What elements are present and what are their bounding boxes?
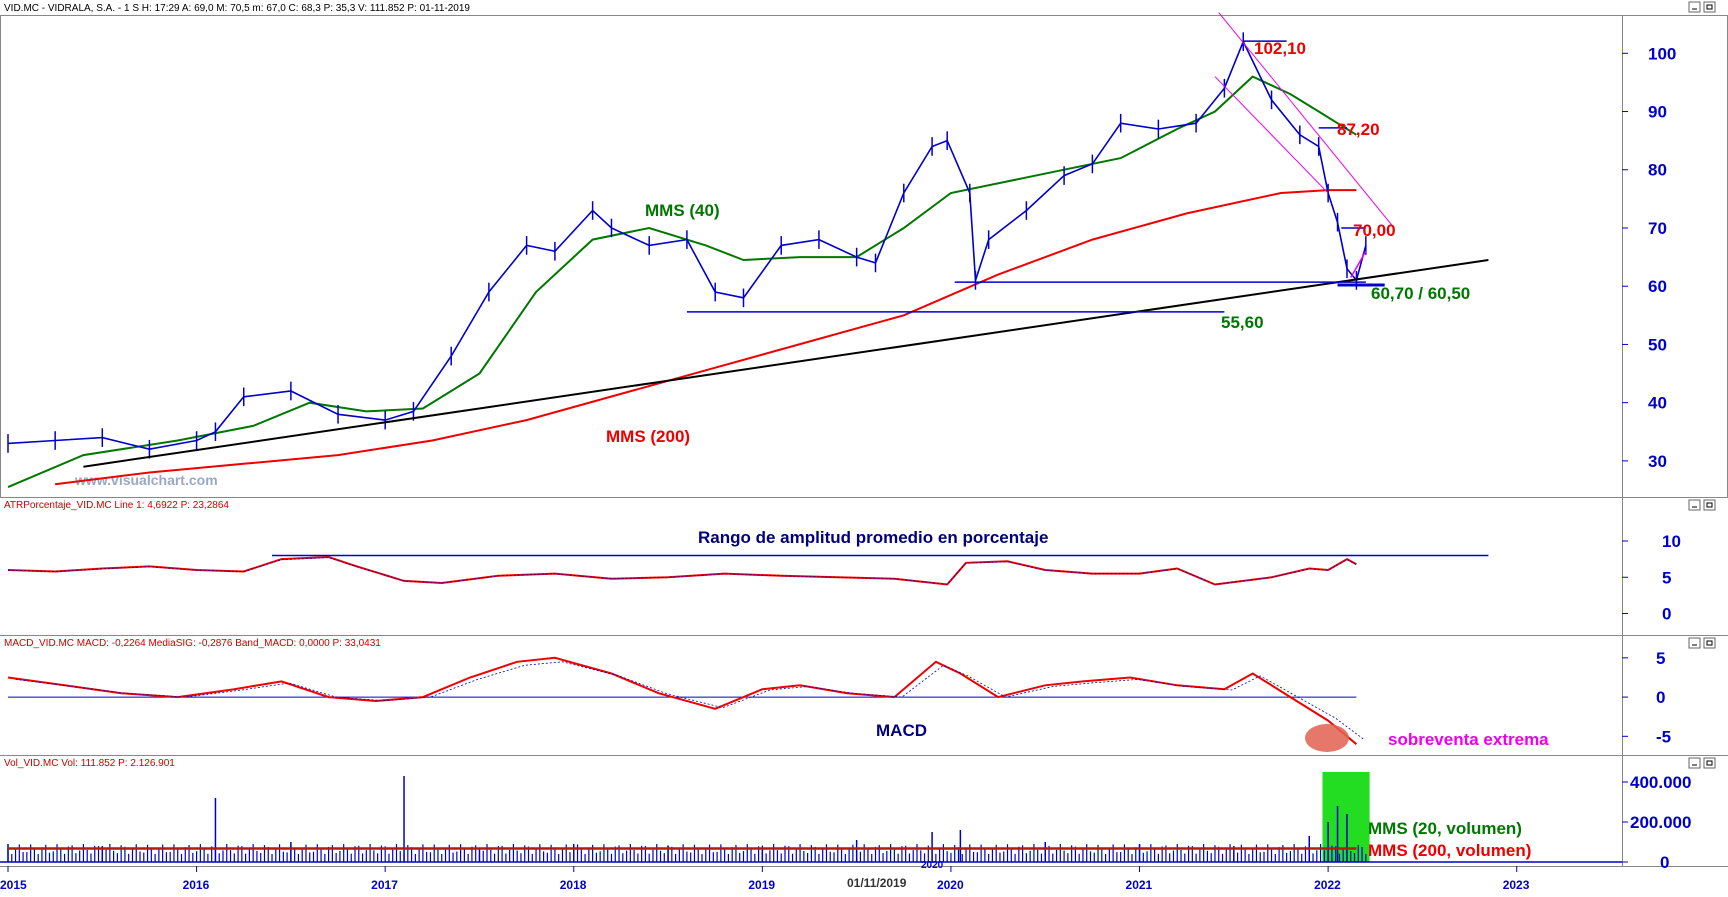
macd-axis-label: 5 xyxy=(1656,649,1665,668)
price-axis-label: 70 xyxy=(1648,219,1667,238)
trend-line xyxy=(83,259,1489,468)
label-70-00: 70,00 xyxy=(1353,221,1396,240)
label-vol-mms20: MMS (20, volumen) xyxy=(1368,819,1522,838)
price-axis-label: 40 xyxy=(1648,394,1667,413)
macd-panel-header: MACD_VID.MC MACD: -0,2264 MediaSIG: -0,2… xyxy=(4,638,381,649)
rebound-arrow xyxy=(1350,250,1367,278)
macd-line xyxy=(7,656,1358,745)
drawn-lines-layer xyxy=(83,12,1489,557)
price-panel-header: VID.MC - VIDRALA, S.A. - 1 S H: 17:29 A:… xyxy=(4,3,470,14)
atr-axis-label: 5 xyxy=(1662,568,1671,587)
series-layer xyxy=(7,32,1367,862)
volume-axis-label: 200.000 xyxy=(1630,813,1691,832)
x-axis-label: 2016 xyxy=(183,878,210,892)
x-axis-label: 2018 xyxy=(560,878,587,892)
vol-panel-controls[interactable] xyxy=(1688,757,1716,769)
label-oversold: sobreventa extrema xyxy=(1388,730,1549,749)
x-axis-label: 2022 xyxy=(1314,878,1341,892)
price-axis-label: 30 xyxy=(1648,452,1667,471)
label-102-10: 102,10 xyxy=(1254,39,1306,58)
price-axis-label: 80 xyxy=(1648,161,1667,180)
x-axis-label: 2019 xyxy=(748,878,775,892)
volume-axis-label: 400.000 xyxy=(1630,773,1691,792)
atr-panel-header: ATRPorcentaje_VID.MC Line 1: 4,6922 P: 2… xyxy=(4,500,229,511)
panel-frames xyxy=(0,15,1728,867)
macd-axis-label: -5 xyxy=(1656,727,1671,746)
x-axis-label: 2023 xyxy=(1503,878,1530,892)
label-mms-200: MMS (200) xyxy=(606,427,690,446)
volume-highlight xyxy=(1322,772,1370,862)
atr-axis-label: 10 xyxy=(1662,532,1681,551)
watermark: www.visualchart.com xyxy=(74,472,218,488)
atr-axis-label: 0 xyxy=(1662,605,1671,624)
macd-axis-label: 0 xyxy=(1656,688,1665,707)
channel-lower-line xyxy=(1214,76,1329,194)
label-mms-40: MMS (40) xyxy=(645,201,720,220)
price-axis-label: 90 xyxy=(1648,103,1667,122)
price-axis-label: 50 xyxy=(1648,335,1667,354)
ma200-line xyxy=(54,189,1357,486)
label-87-20: 87,20 xyxy=(1337,120,1380,139)
macd-panel-controls[interactable] xyxy=(1688,637,1716,649)
label-60-70: 60,70 / 60,50 xyxy=(1371,284,1470,303)
cursor-date: 01/11/2019 xyxy=(847,876,907,890)
axes-layer: 10090807060504030105050-5400.000200.0000… xyxy=(0,44,1691,892)
label-55-60: 55,60 xyxy=(1221,313,1264,332)
price-panel-controls[interactable] xyxy=(1688,1,1716,13)
volume-highlight-layer xyxy=(1322,772,1370,862)
price-axis-label: 60 xyxy=(1648,277,1667,296)
macd-signal-line xyxy=(15,661,1365,740)
ma40-line xyxy=(7,75,1357,489)
cursor-date-box xyxy=(845,876,925,890)
vol-panel-header: Vol_VID.MC Vol: 111.852 P: 2.126.901 xyxy=(4,758,175,769)
x-axis-label: 2015 xyxy=(0,878,27,892)
x-axis-label: 2017 xyxy=(371,878,398,892)
macd-title: MACD xyxy=(876,721,927,740)
label-vol-mms200: MMS (200, volumen) xyxy=(1368,841,1531,860)
atr-signal-line xyxy=(7,557,1357,585)
price-axis-label: 100 xyxy=(1648,44,1676,63)
oversold-marker xyxy=(1305,724,1349,752)
atr-title: Rango de amplitud promedio en porcentaje xyxy=(698,528,1048,547)
maximize-icon xyxy=(1703,1,1716,13)
cursor-year-sub: 2020 xyxy=(921,860,944,871)
x-axis-label: 2020 xyxy=(937,878,964,892)
x-axis-label: 2021 xyxy=(1126,878,1153,892)
atr-panel-controls[interactable] xyxy=(1688,499,1716,511)
channel-upper-line xyxy=(1218,12,1395,229)
volume-axis-label: 0 xyxy=(1660,853,1669,872)
